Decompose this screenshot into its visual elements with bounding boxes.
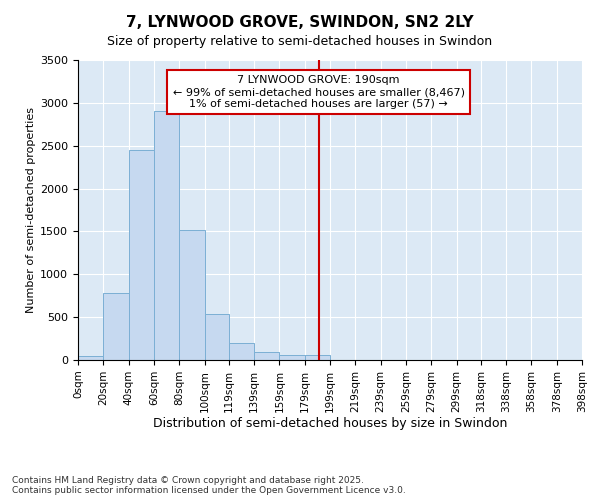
Bar bbox=[103, 293, 128, 360]
Text: Size of property relative to semi-detached houses in Swindon: Size of property relative to semi-detach… bbox=[107, 35, 493, 48]
Bar bbox=[128, 150, 154, 360]
Text: 7 LYNWOOD GROVE: 190sqm
← 99% of semi-detached houses are smaller (8,467)
1% of : 7 LYNWOOD GROVE: 190sqm ← 99% of semi-de… bbox=[173, 76, 464, 108]
Bar bbox=[280, 356, 305, 360]
Bar bbox=[78, 356, 103, 360]
Bar bbox=[179, 230, 205, 360]
Bar bbox=[254, 352, 280, 360]
Bar bbox=[154, 112, 179, 360]
Text: Contains HM Land Registry data © Crown copyright and database right 2025.
Contai: Contains HM Land Registry data © Crown c… bbox=[12, 476, 406, 495]
Bar bbox=[229, 343, 254, 360]
Y-axis label: Number of semi-detached properties: Number of semi-detached properties bbox=[26, 107, 36, 313]
Text: 7, LYNWOOD GROVE, SWINDON, SN2 2LY: 7, LYNWOOD GROVE, SWINDON, SN2 2LY bbox=[126, 15, 474, 30]
Bar bbox=[305, 356, 330, 360]
Bar bbox=[205, 314, 229, 360]
X-axis label: Distribution of semi-detached houses by size in Swindon: Distribution of semi-detached houses by … bbox=[153, 418, 507, 430]
